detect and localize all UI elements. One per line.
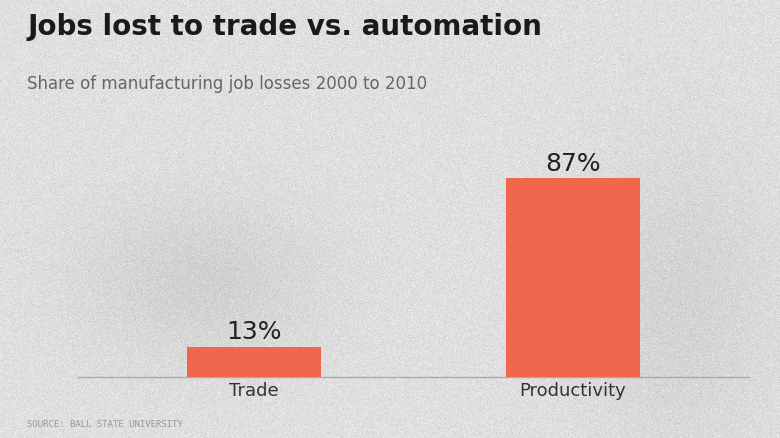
Text: 87%: 87% — [545, 151, 601, 175]
Bar — [186, 347, 321, 377]
Text: SOURCE: BALL STATE UNIVERSITY: SOURCE: BALL STATE UNIVERSITY — [27, 419, 183, 428]
Text: Share of manufacturing job losses 2000 to 2010: Share of manufacturing job losses 2000 t… — [27, 74, 427, 92]
Text: Jobs lost to trade vs. automation: Jobs lost to trade vs. automation — [27, 13, 542, 41]
Bar — [506, 179, 640, 377]
Text: 13%: 13% — [226, 320, 282, 344]
